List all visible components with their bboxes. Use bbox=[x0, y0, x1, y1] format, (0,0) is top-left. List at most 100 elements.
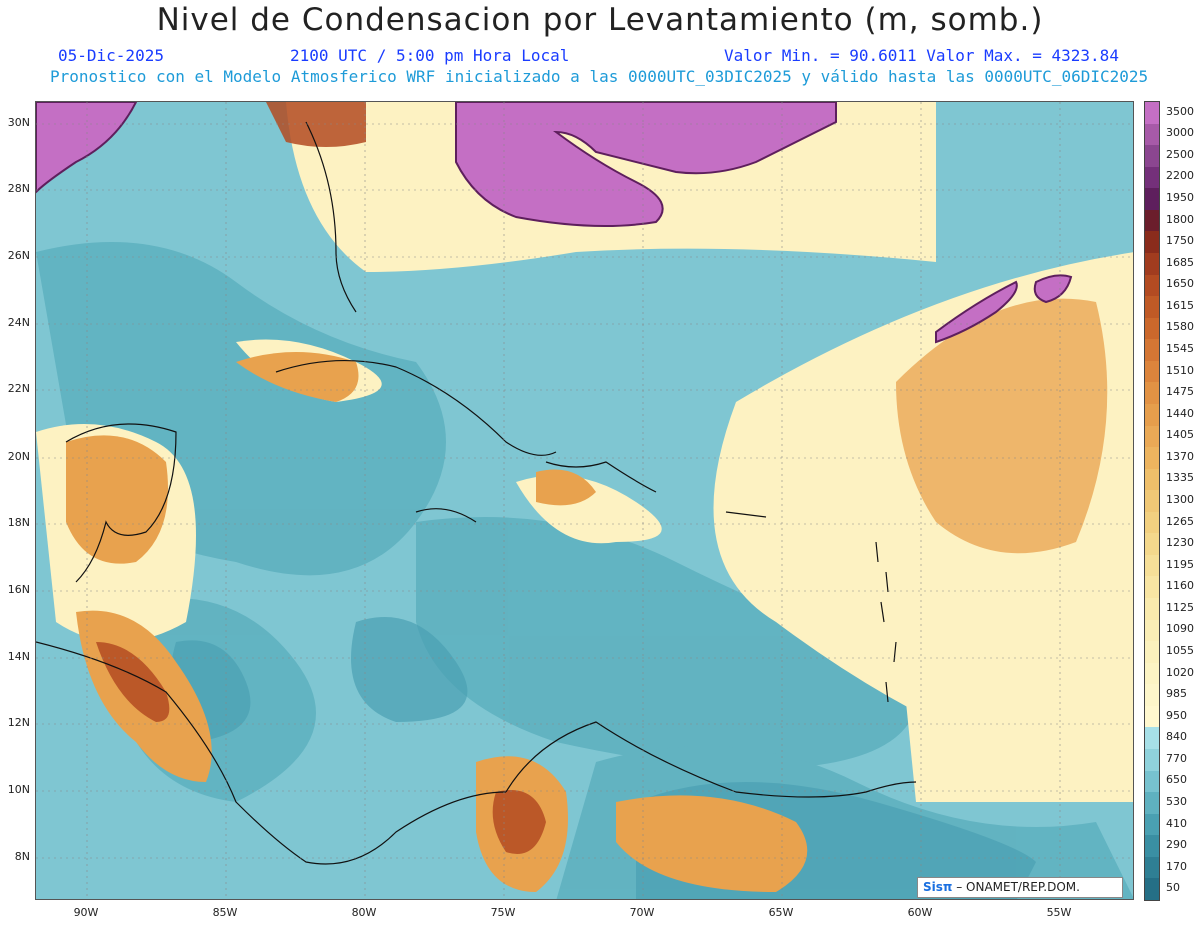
colorbar-label: 770 bbox=[1166, 751, 1187, 765]
colorbar-swatch bbox=[1145, 770, 1159, 793]
colorbar-label: 1615 bbox=[1166, 298, 1194, 312]
colorbar-swatch bbox=[1145, 296, 1159, 319]
lat-label: 24N bbox=[7, 316, 30, 329]
colorbar-label: 1195 bbox=[1166, 557, 1194, 571]
colorbar-swatch bbox=[1145, 145, 1159, 168]
colorbar-label: 1580 bbox=[1166, 320, 1194, 334]
colorbar-swatch bbox=[1145, 102, 1159, 125]
credit-box: Sisπ – ONAMET/REP.DOM. bbox=[917, 877, 1123, 898]
chart-title: Nivel de Condensacion por Levantamiento … bbox=[156, 2, 1044, 38]
colorbar-swatch bbox=[1145, 684, 1159, 707]
colorbar-swatch bbox=[1145, 468, 1159, 491]
lat-label: 22N bbox=[7, 382, 30, 395]
colorbar-label: 1230 bbox=[1166, 536, 1194, 550]
colorbar-swatch bbox=[1145, 188, 1159, 211]
lon-label: 65W bbox=[768, 906, 794, 919]
colorbar-swatch bbox=[1145, 856, 1159, 879]
colorbar-swatch bbox=[1145, 511, 1159, 534]
colorbar-swatch bbox=[1145, 447, 1159, 470]
colorbar-label: 1300 bbox=[1166, 493, 1194, 506]
colorbar-label: 840 bbox=[1166, 730, 1187, 744]
lon-label: 80W bbox=[351, 906, 377, 919]
colorbar-swatch bbox=[1145, 166, 1159, 189]
colorbar-label: 1650 bbox=[1166, 277, 1194, 291]
colorbar-swatch bbox=[1145, 123, 1159, 146]
colorbar-label: 1750 bbox=[1166, 234, 1194, 248]
colorbar-swatch bbox=[1145, 598, 1159, 621]
lat-label: 18N bbox=[7, 516, 30, 529]
lon-label: 55W bbox=[1046, 906, 1072, 919]
colorbar-label: 1055 bbox=[1166, 643, 1194, 657]
colorbar-label: 1685 bbox=[1166, 255, 1194, 269]
colorbar-label: 1800 bbox=[1166, 212, 1194, 226]
colorbar-swatch bbox=[1145, 641, 1159, 664]
lat-label: 26N bbox=[7, 249, 30, 262]
colorbar-swatch bbox=[1145, 382, 1159, 405]
lat-label: 16N bbox=[7, 583, 30, 596]
colorbar-swatch bbox=[1145, 490, 1159, 513]
colorbar-swatch bbox=[1145, 813, 1159, 836]
colorbar-swatch bbox=[1145, 274, 1159, 297]
min-max-values: Valor Min. = 90.6011 Valor Max. = 4323.8… bbox=[724, 46, 1119, 65]
colorbar-label: 2500 bbox=[1166, 147, 1194, 161]
lat-label: 10N bbox=[7, 783, 30, 796]
colorbar-swatch bbox=[1145, 360, 1159, 383]
colorbar-label: 1125 bbox=[1166, 600, 1194, 614]
map-panel bbox=[35, 101, 1134, 900]
high-lcl-areas bbox=[66, 298, 1108, 892]
lon-label: 70W bbox=[629, 906, 655, 919]
graticule bbox=[36, 102, 1133, 899]
colorbar-label: 1020 bbox=[1166, 665, 1194, 679]
colorbar-label: 1090 bbox=[1166, 622, 1194, 636]
lat-label: 14N bbox=[7, 650, 30, 663]
colorbar-label: 1265 bbox=[1166, 514, 1194, 528]
model-info: Pronostico con el Modelo Atmosferico WRF… bbox=[50, 67, 1149, 86]
colorbar-label: 290 bbox=[1166, 838, 1187, 852]
colorbar-swatch bbox=[1145, 619, 1159, 642]
colorbar-label: 950 bbox=[1166, 708, 1187, 722]
colorbar-label: 650 bbox=[1166, 773, 1187, 787]
credit-brand: Sisπ bbox=[923, 880, 953, 894]
colorbar-swatch bbox=[1145, 403, 1159, 426]
colorbar-swatch bbox=[1145, 792, 1159, 815]
colorbar-label: 985 bbox=[1166, 687, 1187, 701]
lat-label: 20N bbox=[7, 450, 30, 463]
colorbar-swatch bbox=[1145, 533, 1159, 556]
lon-label: 75W bbox=[490, 906, 516, 919]
colorbar-swatch bbox=[1145, 231, 1159, 254]
colorbar-swatch bbox=[1145, 252, 1159, 276]
colorbar-swatch bbox=[1145, 727, 1159, 750]
colorbar-label: 1370 bbox=[1166, 449, 1194, 463]
lon-label: 85W bbox=[212, 906, 238, 919]
colorbar-label: 50 bbox=[1166, 881, 1180, 895]
colorbar-label: 3500 bbox=[1166, 104, 1194, 118]
colorbar-swatch bbox=[1145, 576, 1159, 599]
colorbar-swatch bbox=[1145, 339, 1159, 362]
colorbar-label: 1160 bbox=[1166, 579, 1194, 593]
colorbar-label: 1440 bbox=[1166, 406, 1194, 420]
coastlines bbox=[36, 121, 917, 865]
lcl-map bbox=[36, 102, 1133, 899]
colorbar-label: 2200 bbox=[1166, 169, 1194, 183]
colorbar bbox=[1144, 101, 1160, 901]
colorbar-label: 3000 bbox=[1166, 126, 1194, 140]
colorbar-swatch bbox=[1145, 662, 1159, 685]
colorbar-label: 1405 bbox=[1166, 428, 1194, 442]
colorbar-swatch bbox=[1145, 705, 1159, 728]
colorbar-swatch bbox=[1145, 878, 1159, 901]
lon-label: 90W bbox=[73, 906, 99, 919]
colorbar-label: 1335 bbox=[1166, 471, 1194, 485]
forecast-time: 2100 UTC / 5:00 pm Hora Local bbox=[290, 46, 570, 65]
colorbar-swatch bbox=[1145, 425, 1159, 448]
lat-label: 8N bbox=[14, 850, 30, 863]
colorbar-swatch bbox=[1145, 749, 1159, 772]
max-lcl-areas bbox=[36, 102, 1073, 344]
colorbar-label: 1950 bbox=[1166, 191, 1194, 205]
lat-label: 12N bbox=[7, 716, 30, 729]
very-high-lcl-areas bbox=[96, 102, 546, 854]
colorbar-label: 410 bbox=[1166, 816, 1187, 830]
forecast-date: 05-Dic-2025 bbox=[58, 46, 164, 65]
colorbar-label: 530 bbox=[1166, 794, 1187, 808]
lon-label: 60W bbox=[907, 906, 933, 919]
colorbar-swatch bbox=[1145, 835, 1159, 858]
